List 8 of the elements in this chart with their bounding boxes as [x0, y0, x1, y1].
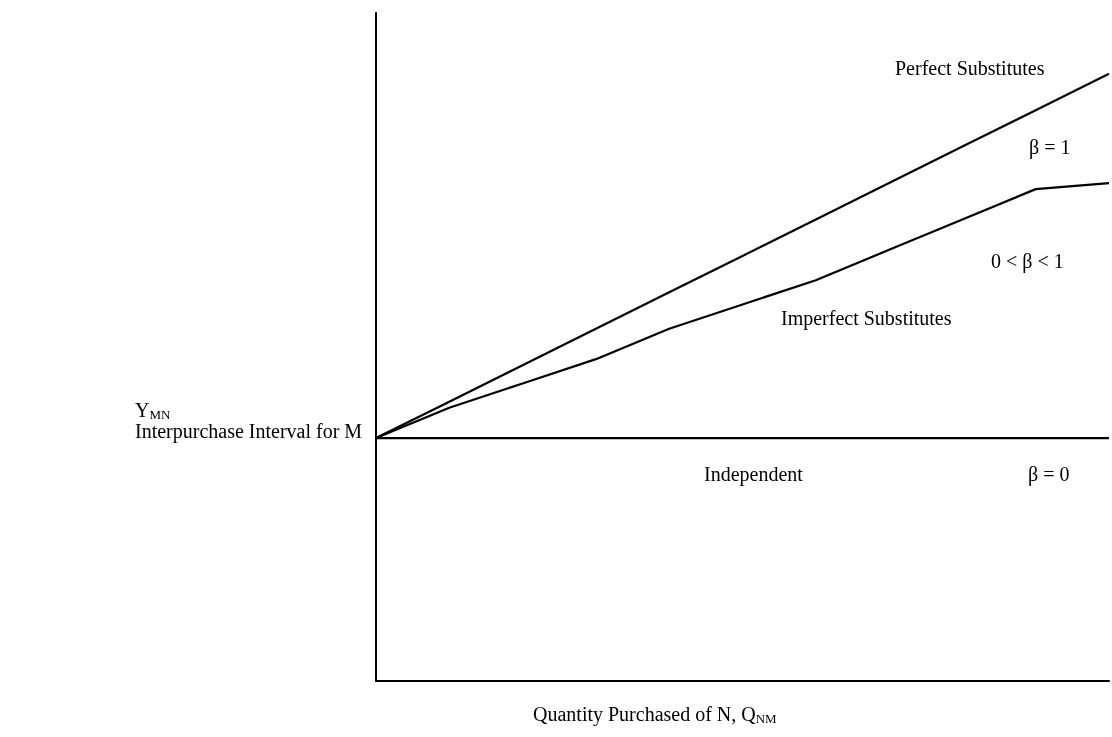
series-label: Perfect Substitutes — [895, 57, 1045, 79]
x-axis-title: Quantity Purchased of N, QNM — [533, 703, 778, 726]
annotation: β = 1 — [1029, 136, 1071, 159]
annotation: 0 < β < 1 — [991, 250, 1064, 273]
series-label: Independent — [704, 463, 804, 486]
y-axis-title: YMN Interpurchase Interval for M — [135, 399, 363, 443]
annotation: β = 0 — [1028, 463, 1070, 486]
series-label: Imperfect Substitutes — [781, 307, 952, 330]
